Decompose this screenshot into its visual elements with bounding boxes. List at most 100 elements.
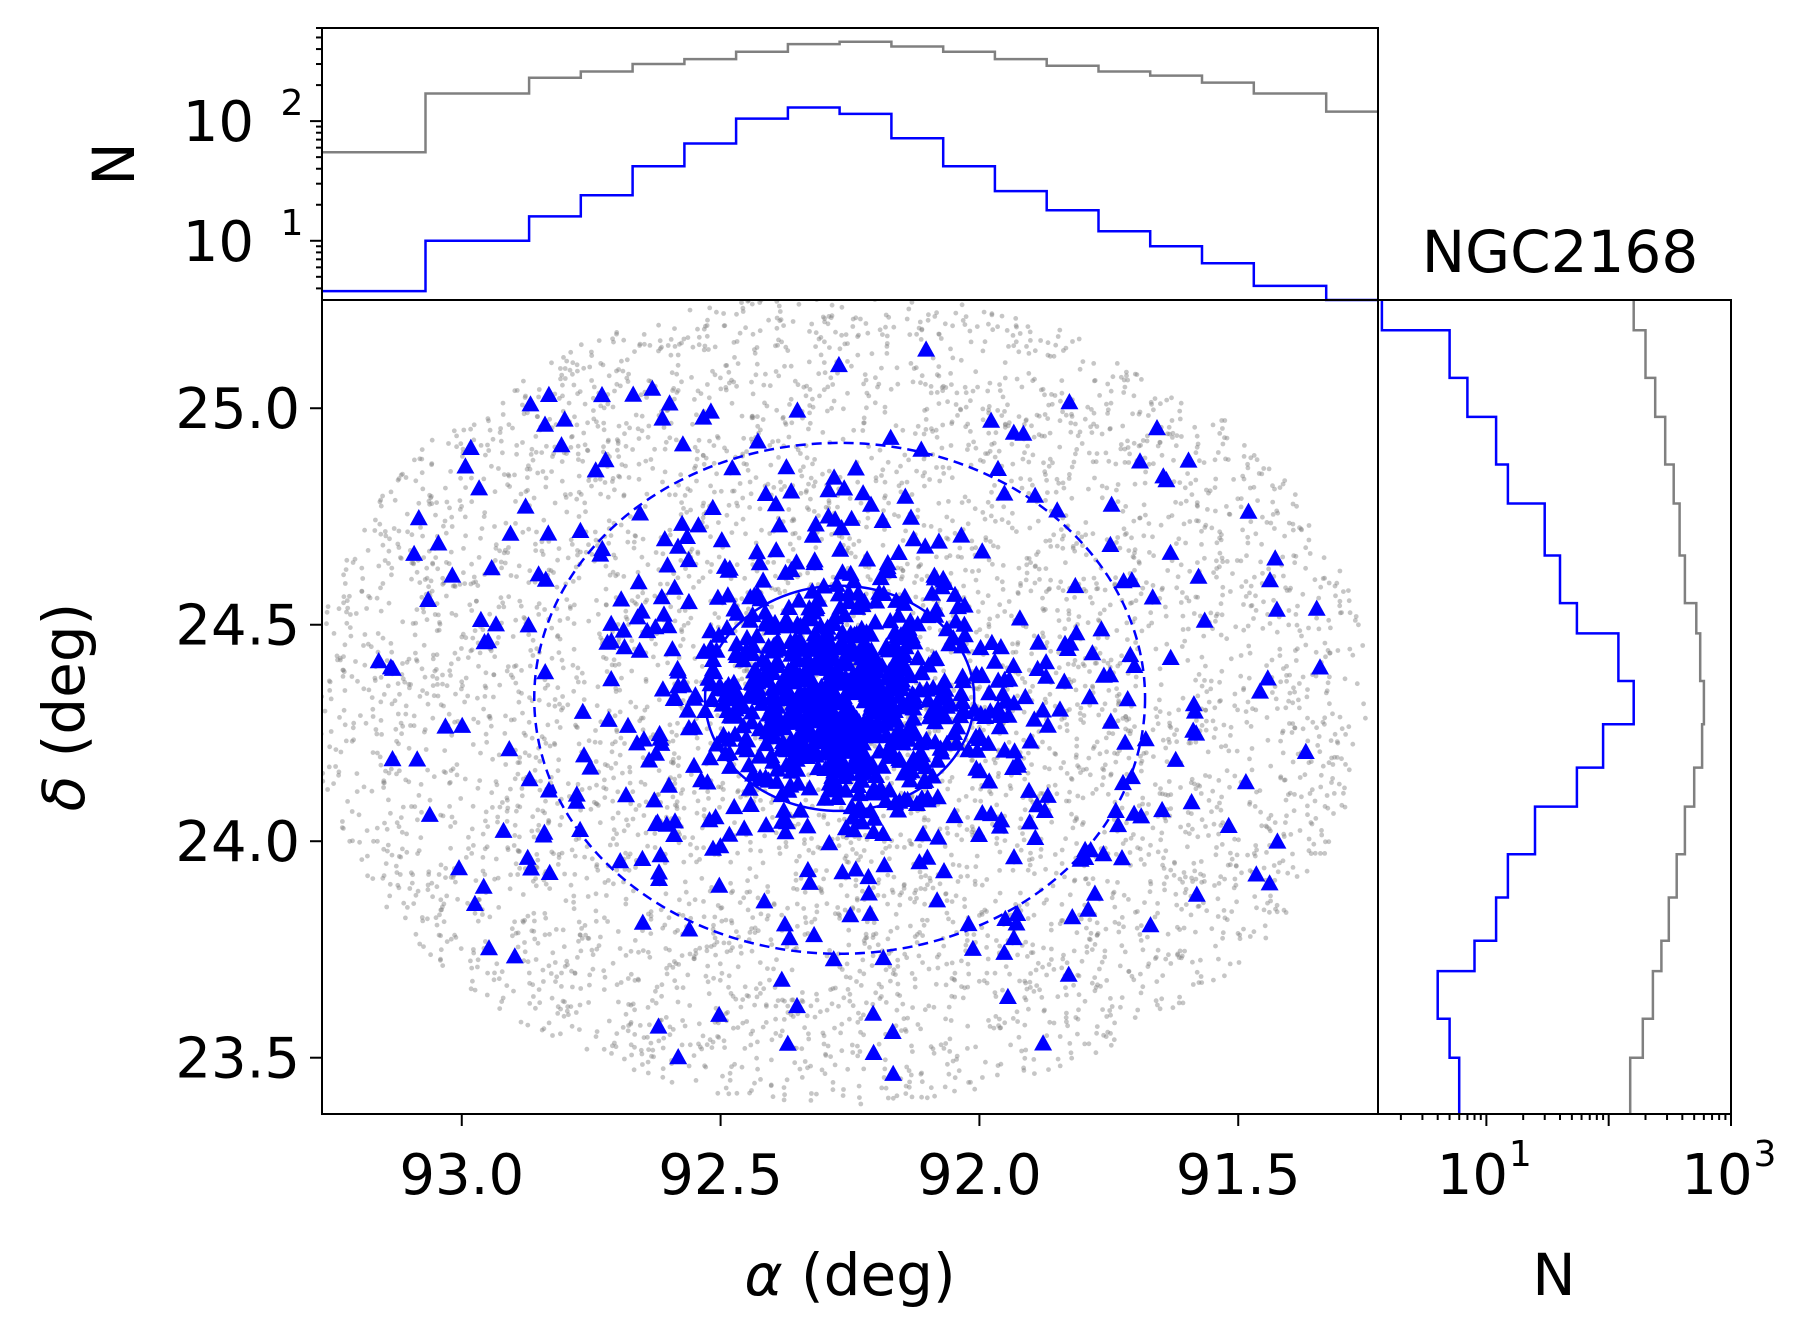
field-star-point — [1199, 542, 1204, 547]
field-star-point — [902, 951, 908, 957]
field-star-point — [602, 974, 608, 980]
field-star-point — [941, 471, 947, 476]
field-star-point — [1268, 828, 1273, 834]
field-star-point — [1218, 632, 1224, 638]
field-star-point — [984, 980, 990, 986]
field-star-point — [701, 500, 706, 506]
field-star-point — [627, 780, 633, 786]
field-star-point — [549, 655, 555, 661]
field-star-point — [1177, 416, 1183, 422]
field-star-point — [775, 998, 781, 1003]
field-star-point — [505, 845, 511, 851]
field-star-point — [353, 659, 358, 664]
field-star-point — [397, 872, 403, 877]
field-star-point — [637, 343, 642, 348]
field-star-point — [723, 1085, 729, 1091]
field-star-point — [806, 1031, 811, 1037]
field-star-point — [999, 313, 1005, 319]
field-star-point — [1193, 739, 1199, 745]
field-star-point — [959, 500, 965, 505]
field-star-point — [750, 413, 755, 419]
field-star-point — [1246, 643, 1252, 649]
field-star-point — [1055, 608, 1060, 613]
field-star-point — [718, 386, 724, 392]
field-star-point — [1224, 917, 1230, 923]
field-star-point — [856, 908, 861, 913]
field-star-point — [448, 549, 454, 555]
field-star-point — [734, 311, 739, 317]
field-star-point — [808, 1003, 814, 1009]
field-star-point — [944, 898, 950, 903]
field-star-point — [1082, 998, 1088, 1004]
field-star-point — [1219, 842, 1225, 847]
field-star-point — [541, 979, 546, 984]
field-star-point — [470, 635, 476, 641]
field-star-point — [1247, 650, 1253, 656]
field-star-point — [873, 475, 879, 481]
field-star-point — [1083, 552, 1089, 558]
field-star-point — [773, 1016, 778, 1022]
field-star-point — [623, 953, 629, 958]
field-star-point — [715, 903, 721, 908]
field-star-point — [497, 804, 503, 810]
field-star-point — [1187, 568, 1193, 574]
field-star-point — [871, 885, 876, 891]
field-star-point — [880, 332, 885, 337]
field-star-point — [888, 978, 893, 984]
field-star-point — [483, 809, 489, 815]
field-star-point — [604, 893, 609, 898]
field-star-point — [489, 463, 494, 469]
field-star-point — [1319, 832, 1325, 838]
field-star-point — [794, 887, 800, 892]
field-star-point — [1092, 988, 1098, 994]
field-star-point — [1075, 1031, 1080, 1037]
field-star-point — [860, 428, 866, 433]
field-star-point — [609, 1051, 614, 1056]
field-star-point — [348, 633, 354, 639]
field-star-point — [560, 927, 566, 933]
field-star-point — [1124, 792, 1130, 797]
field-star-point — [525, 487, 530, 493]
field-star-point — [1032, 871, 1037, 877]
field-star-point — [1050, 883, 1056, 889]
field-star-point — [1036, 432, 1042, 437]
field-star-point — [444, 683, 450, 689]
field-star-point — [1219, 794, 1224, 800]
field-star-point — [350, 560, 356, 565]
field-star-point — [442, 518, 448, 524]
field-star-point — [469, 965, 475, 971]
field-star-point — [1074, 841, 1079, 846]
field-star-point — [497, 682, 503, 688]
field-star-point — [687, 488, 693, 493]
field-star-point — [1021, 709, 1027, 715]
field-star-point — [411, 713, 417, 719]
field-star-point — [392, 497, 398, 503]
field-star-point — [986, 557, 992, 563]
field-star-point — [1203, 707, 1209, 713]
field-star-point — [744, 666, 750, 672]
field-star-point — [1011, 343, 1017, 349]
field-star-point — [1234, 899, 1239, 905]
field-star-point — [750, 331, 756, 337]
field-star-point — [404, 849, 410, 855]
field-star-point — [502, 547, 508, 553]
field-star-point — [986, 624, 992, 630]
field-star-point — [712, 372, 718, 378]
field-star-point — [513, 617, 519, 623]
field-star-point — [426, 869, 432, 875]
field-star-point — [675, 362, 681, 368]
field-star-point — [1048, 544, 1054, 549]
field-star-point — [668, 759, 674, 765]
field-star-point — [809, 1091, 814, 1096]
field-star-point — [1114, 693, 1120, 699]
field-star-point — [610, 479, 615, 484]
field-star-point — [1224, 636, 1230, 642]
field-star-point — [1280, 481, 1286, 487]
field-star-point — [1228, 850, 1233, 856]
field-star-point — [1142, 900, 1147, 905]
field-star-point — [1306, 625, 1311, 631]
field-star-point — [384, 904, 390, 910]
field-star-point — [700, 515, 706, 521]
field-star-point — [924, 573, 930, 579]
field-star-point — [1230, 571, 1235, 576]
